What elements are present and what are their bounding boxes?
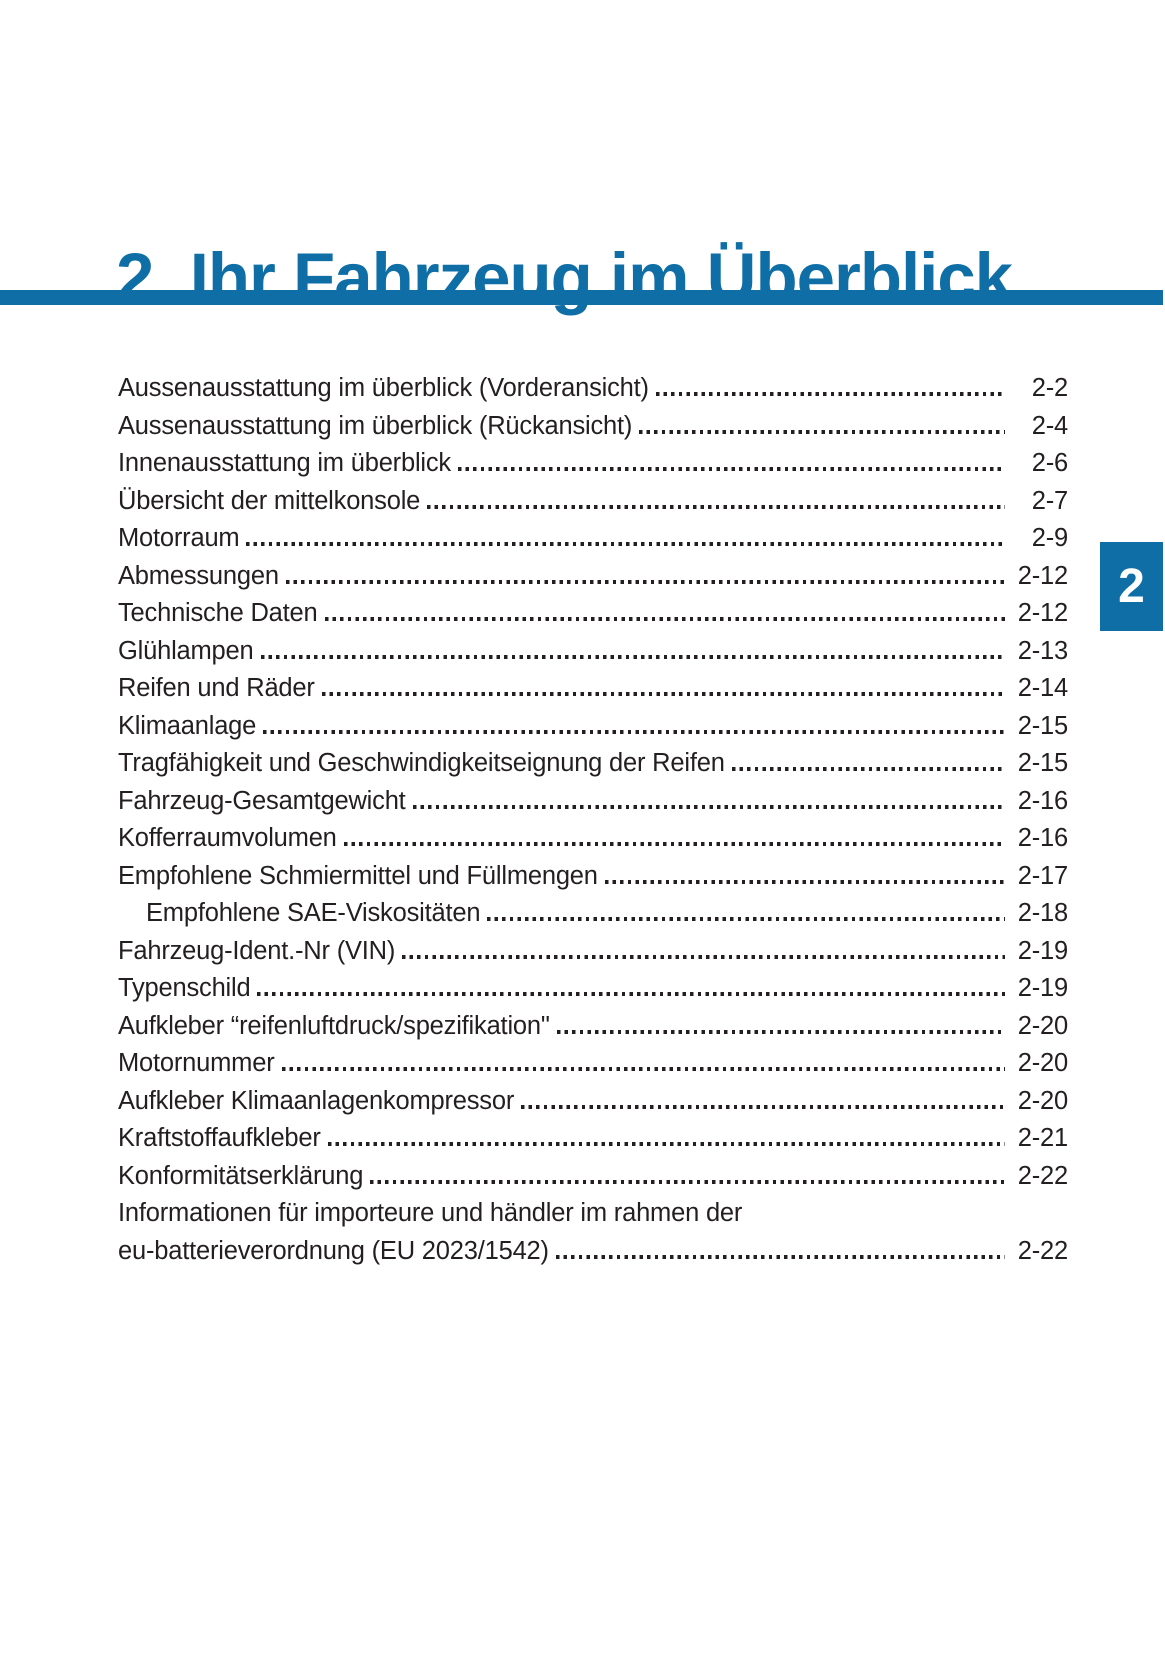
toc-entry[interactable]: Aufkleber “reifenluftdruck/spezifikation… <box>118 1008 1068 1046</box>
chapter-thumb-tab[interactable]: 2 <box>1100 542 1163 631</box>
toc-dotted-leader <box>521 1104 1005 1109</box>
toc-entry[interactable]: Reifen und Räder 2-14 <box>118 670 1068 708</box>
toc-page-number: 2-16 <box>1017 824 1068 852</box>
toc-page-number: 2-20 <box>1017 1086 1068 1115</box>
toc-page-number: 2-18 <box>1017 899 1068 927</box>
table-of-contents: Aussenausstattung im überblick (Vorderan… <box>118 370 1068 1270</box>
toc-page-number: 2-22 <box>1017 1236 1068 1265</box>
toc-dotted-leader <box>555 1254 1005 1259</box>
toc-entry[interactable]: Technische Daten 2-12 <box>118 595 1068 633</box>
toc-page-number: 2-4 <box>1031 411 1068 440</box>
toc-dotted-leader <box>412 804 1005 809</box>
toc-page-number: 2-22 <box>1017 1161 1068 1190</box>
toc-entry[interactable]: Aufkleber Klimaanlagenkompressor 2-20 <box>118 1083 1068 1121</box>
toc-dotted-leader <box>427 504 1005 509</box>
toc-entry-label-line2: eu-batterieverordnung (EU 2023/1542) <box>118 1236 549 1265</box>
toc-dotted-leader <box>402 954 1005 959</box>
toc-entry-label: Tragfähigkeit und Geschwindigkeitseignun… <box>118 749 725 777</box>
toc-entry[interactable]: Empfohlene SAE-Viskositäten 2-18 <box>118 895 1068 933</box>
toc-dotted-leader <box>655 392 1005 396</box>
toc-entry-label: Konformitätserklärung <box>118 1161 364 1190</box>
toc-entry-label: Kraftstoffaufkleber <box>118 1124 321 1152</box>
toc-dotted-leader <box>731 767 1005 771</box>
toc-entry-label: Empfohlene Schmiermittel und Füllmengen <box>118 861 598 890</box>
toc-entry-label: Empfohlene SAE-Viskositäten <box>146 899 481 927</box>
toc-page-number: 2-15 <box>1017 711 1068 740</box>
toc-entry[interactable]: Kofferraumvolumen 2-16 <box>118 820 1068 858</box>
toc-entry-label: Abmessungen <box>118 561 279 590</box>
toc-dotted-leader <box>556 1029 1005 1034</box>
toc-page-number: 2-9 <box>1031 524 1068 552</box>
toc-dotted-leader <box>457 467 1005 471</box>
toc-dotted-leader <box>246 542 1005 546</box>
toc-entry[interactable]: Konformitätserklärung 2-22 <box>118 1158 1068 1196</box>
chapter-tab-number: 2 <box>1118 559 1145 613</box>
toc-page-number: 2-20 <box>1017 1011 1068 1040</box>
toc-entry[interactable]: Tragfähigkeit und Geschwindigkeitseignun… <box>118 745 1068 783</box>
toc-page-number: 2-17 <box>1017 861 1068 890</box>
title-divider-rule <box>0 290 1163 305</box>
toc-entry[interactable]: Innenausstattung im überblick 2-6 <box>118 445 1068 483</box>
toc-entry[interactable]: Glühlampen 2-13 <box>118 633 1068 671</box>
toc-entry-label: Fahrzeug-Gesamtgewicht <box>118 786 406 815</box>
toc-entry[interactable]: Übersicht der mittelkonsole 2-7 <box>118 483 1068 521</box>
toc-entry[interactable]: Informationen für importeure und händler… <box>118 1195 1068 1270</box>
toc-entry-label: Informationen für importeure und händler… <box>118 1199 743 1227</box>
toc-page-number: 2-12 <box>1017 599 1068 627</box>
toc-entry[interactable]: Typenschild 2-19 <box>118 970 1068 1008</box>
toc-page-number: 2-16 <box>1017 786 1068 815</box>
toc-page-number: 2-6 <box>1031 449 1068 477</box>
toc-entry-label: Aussenausstattung im überblick (Rückansi… <box>118 411 633 440</box>
toc-entry-label: Klimaanlage <box>118 711 257 740</box>
toc-entry[interactable]: Fahrzeug-Gesamtgewicht 2-16 <box>118 783 1068 821</box>
toc-dotted-leader <box>281 1067 1005 1071</box>
toc-dotted-leader <box>324 617 1005 621</box>
toc-entry-label: Fahrzeug-Ident.-Nr (VIN) <box>118 936 396 965</box>
toc-entry-label: Aufkleber “reifenluftdruck/spezifikation… <box>118 1011 550 1040</box>
toc-entry-label: Typenschild <box>118 974 251 1002</box>
toc-entry-label: Glühlampen <box>118 636 254 665</box>
toc-dotted-leader <box>327 1142 1005 1146</box>
toc-dotted-leader <box>321 692 1005 696</box>
toc-page-number: 2-19 <box>1017 974 1068 1002</box>
toc-entry-label: Innenausstattung im überblick <box>118 449 451 477</box>
toc-dotted-leader <box>343 842 1005 846</box>
toc-dotted-leader <box>260 654 1005 659</box>
toc-page-number: 2-21 <box>1017 1124 1068 1152</box>
toc-entry-label: Übersicht der mittelkonsole <box>118 486 421 515</box>
toc-page-number: 2-15 <box>1017 749 1068 777</box>
toc-dotted-leader <box>285 579 1005 584</box>
toc-entry-label: Reifen und Räder <box>118 674 315 702</box>
toc-entry[interactable]: Abmessungen 2-12 <box>118 558 1068 596</box>
toc-entry[interactable]: Aussenausstattung im überblick (Rückansi… <box>118 408 1068 446</box>
toc-page-number: 2-20 <box>1017 1049 1068 1077</box>
toc-entry[interactable]: Fahrzeug-Ident.-Nr (VIN) 2-19 <box>118 933 1068 971</box>
toc-page-number: 2-13 <box>1017 636 1068 665</box>
toc-entry[interactable]: Klimaanlage 2-15 <box>118 708 1068 746</box>
toc-dotted-leader <box>639 429 1005 434</box>
toc-dotted-leader <box>604 879 1005 884</box>
toc-entry-label: Aufkleber Klimaanlagenkompressor <box>118 1086 515 1115</box>
toc-dotted-leader <box>257 992 1005 996</box>
toc-entry-label: Aussenausstattung im überblick (Vorderan… <box>118 374 649 402</box>
toc-entry[interactable]: Kraftstoffaufkleber 2-21 <box>118 1120 1068 1158</box>
toc-dotted-leader <box>263 729 1005 734</box>
toc-entry[interactable]: Motorraum 2-9 <box>118 520 1068 558</box>
toc-entry[interactable]: Empfohlene Schmiermittel und Füllmengen … <box>118 858 1068 896</box>
toc-entry-label: Technische Daten <box>118 599 318 627</box>
toc-page-number: 2-2 <box>1031 374 1068 402</box>
toc-page-number: 2-12 <box>1017 561 1068 590</box>
toc-page-number: 2-19 <box>1017 936 1068 965</box>
toc-entry-label: Motorraum <box>118 524 240 552</box>
toc-dotted-leader <box>370 1179 1005 1184</box>
toc-page-number: 2-14 <box>1017 674 1068 702</box>
toc-entry-label: Kofferraumvolumen <box>118 824 337 852</box>
toc-dotted-leader <box>487 917 1005 921</box>
toc-entry[interactable]: Aussenausstattung im überblick (Vorderan… <box>118 370 1068 408</box>
toc-entry-label: Motornummer <box>118 1049 275 1077</box>
toc-page-number: 2-7 <box>1031 486 1068 515</box>
toc-entry[interactable]: Motornummer 2-20 <box>118 1045 1068 1083</box>
